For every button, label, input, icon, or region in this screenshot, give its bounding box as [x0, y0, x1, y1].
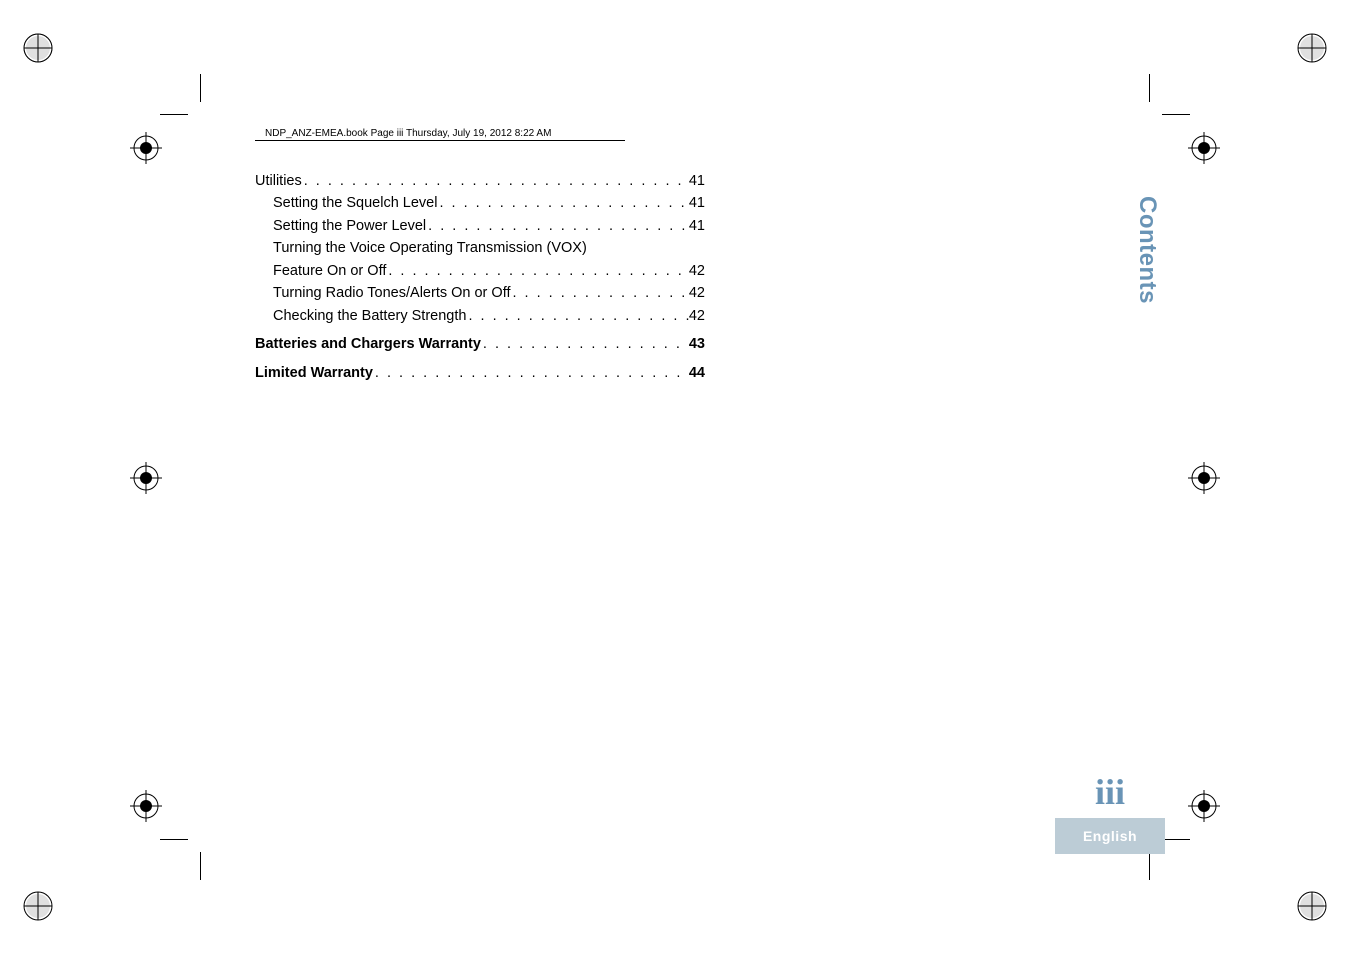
toc-page-number: 41 — [689, 170, 705, 192]
toc-page-number: 42 — [689, 260, 705, 282]
toc: Utilities41Setting the Squelch Level41Se… — [255, 170, 705, 384]
reg-mark-top-left-outer — [18, 28, 58, 68]
side-tab-label: Contents — [1133, 196, 1161, 304]
toc-row: Checking the Battery Strength 42 — [255, 305, 705, 327]
toc-leader-dots — [302, 170, 689, 192]
toc-row: Turning Radio Tones/Alerts On or Off 42 — [255, 282, 705, 304]
toc-page-number: 42 — [689, 282, 705, 304]
toc-row: Setting the Power Level 41 — [255, 215, 705, 237]
toc-label: Batteries and Chargers Warranty — [255, 333, 481, 355]
header-text: NDP_ANZ-EMEA.book Page iii Thursday, Jul… — [265, 128, 555, 139]
header-rule — [255, 140, 625, 141]
language-bar: English — [1055, 818, 1165, 854]
toc-leader-dots — [426, 215, 689, 237]
toc-page-number: 41 — [689, 192, 705, 214]
reg-mark-mid-right — [1184, 458, 1224, 498]
toc-label: Utilities — [255, 170, 302, 192]
toc-leader-dots — [466, 305, 688, 327]
toc-label: Turning the Voice Operating Transmission… — [255, 237, 587, 259]
reg-mark-bottom-right-inner — [1184, 786, 1224, 826]
footer-block: iii English — [1055, 774, 1165, 854]
toc-row: Utilities 41 — [255, 170, 705, 192]
toc-label: Setting the Power Level — [255, 215, 426, 237]
toc-leader-dots — [481, 333, 689, 355]
toc-row: Feature On or Off 42 — [255, 260, 705, 282]
side-tab: Contents — [1129, 170, 1165, 330]
toc-row: Setting the Squelch Level 41 — [255, 192, 705, 214]
toc-label: Limited Warranty — [255, 362, 373, 384]
toc-label: Checking the Battery Strength — [255, 305, 466, 327]
toc-row: Batteries and Chargers Warranty 43 — [255, 333, 705, 355]
toc-row: Turning the Voice Operating Transmission… — [255, 237, 705, 259]
page-body: NDP_ANZ-EMEA.book Page iii Thursday, Jul… — [185, 100, 1165, 860]
toc-page-number: 42 — [689, 305, 705, 327]
toc-leader-dots — [386, 260, 688, 282]
toc-leader-dots — [511, 282, 689, 304]
page-number: iii — [1055, 774, 1165, 810]
toc-leader-dots — [373, 362, 689, 384]
toc-leader-dots — [437, 192, 688, 214]
toc-row: Limited Warranty 44 — [255, 362, 705, 384]
reg-mark-top-right-outer — [1292, 28, 1332, 68]
reg-mark-bottom-left-outer — [18, 886, 58, 926]
reg-mark-bottom-right-outer — [1292, 886, 1332, 926]
reg-mark-top-left-inner — [126, 128, 166, 168]
reg-mark-mid-left — [126, 458, 166, 498]
toc-page-number: 44 — [689, 362, 705, 384]
toc-label: Turning Radio Tones/Alerts On or Off — [255, 282, 511, 304]
toc-label: Feature On or Off — [255, 260, 386, 282]
toc-page-number: 43 — [689, 333, 705, 355]
reg-mark-top-right-inner — [1184, 128, 1224, 168]
toc-label: Setting the Squelch Level — [255, 192, 437, 214]
toc-page-number: 41 — [689, 215, 705, 237]
